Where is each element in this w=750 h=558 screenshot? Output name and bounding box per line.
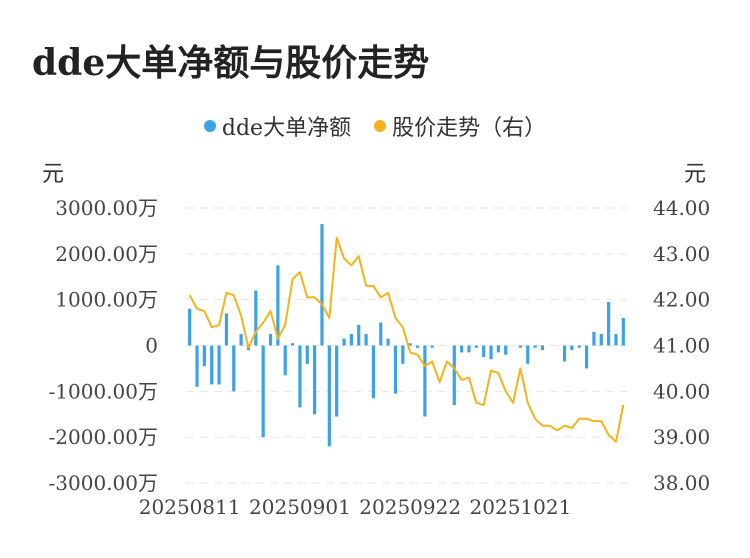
dde-bar xyxy=(577,345,581,348)
x-tick-label: 20250901 xyxy=(249,495,351,519)
dde-bar xyxy=(283,345,287,376)
dde-bar xyxy=(489,345,493,360)
left-tick-label: 3000.00万 xyxy=(55,196,158,220)
dde-bar xyxy=(504,345,508,355)
dde-bar xyxy=(430,345,434,348)
left-tick-label: -1000.00万 xyxy=(49,379,158,403)
dde-bar xyxy=(371,345,376,399)
dde-bar xyxy=(393,345,398,394)
dde-bar xyxy=(335,345,339,417)
dde-bar xyxy=(474,345,478,348)
dde-bar xyxy=(533,345,537,348)
dde-bar xyxy=(401,345,405,364)
dde-bar xyxy=(364,334,368,346)
dde-bar xyxy=(423,345,427,417)
dde-bar xyxy=(621,318,625,346)
right-tick-label: 43.00 xyxy=(653,242,710,266)
dde-bar xyxy=(290,343,295,346)
right-tick-label: 41.00 xyxy=(653,334,710,358)
legend-label-dde: dde大单净额 xyxy=(221,116,352,141)
dde-bar xyxy=(467,345,471,353)
dde-bar xyxy=(276,265,280,346)
x-tick-label: 20250811 xyxy=(139,495,241,519)
dde-bar xyxy=(210,345,214,385)
right-tick-label: 40.00 xyxy=(653,379,710,403)
dde-bar xyxy=(408,343,412,346)
dde-bar xyxy=(202,345,206,367)
left-tick-label: 2000.00万 xyxy=(55,242,158,266)
dde-bar xyxy=(386,338,390,346)
dde-bar xyxy=(357,324,361,346)
legend-label-price: 股价走势（右） xyxy=(392,116,547,141)
dde-bar xyxy=(268,334,273,346)
dde-bar xyxy=(379,322,383,346)
chart-title: dde大单净额与股价走势 xyxy=(32,42,430,84)
dde-bar xyxy=(526,345,530,364)
dde-bar xyxy=(496,345,500,353)
right-tick-label: 42.00 xyxy=(653,288,710,312)
dde-bar xyxy=(540,345,545,351)
dde-bar xyxy=(342,338,346,346)
dde-bar xyxy=(349,334,353,346)
legend-item-price[interactable]: 股价走势（右） xyxy=(374,110,546,142)
dde-bar xyxy=(305,345,309,364)
legend: dde大单净额 股价走势（右） xyxy=(0,110,750,142)
dde-bar xyxy=(592,331,596,346)
x-tick-label: 20251021 xyxy=(470,495,572,519)
x-tick-label: 20250922 xyxy=(359,495,461,519)
dde-bar xyxy=(239,334,243,346)
dde-bar xyxy=(614,334,618,346)
right-tick-label: 44.00 xyxy=(653,196,710,220)
dde-bar xyxy=(482,345,486,357)
left-tick-label: 0 xyxy=(145,334,158,358)
dde-bar xyxy=(217,345,221,385)
dde-bar xyxy=(518,345,523,348)
legend-item-dde[interactable]: dde大单净额 xyxy=(203,110,352,142)
left-tick-label: -2000.00万 xyxy=(49,425,158,449)
legend-dot-dde-icon xyxy=(203,120,216,132)
left-axis-unit: 元 xyxy=(42,162,65,187)
dde-bar xyxy=(313,345,317,415)
right-tick-label: 38.00 xyxy=(653,471,710,495)
right-tick-label: 39.00 xyxy=(653,425,710,449)
dde-bar xyxy=(415,345,420,348)
dde-bar xyxy=(607,301,611,346)
dde-bar xyxy=(232,345,236,392)
left-tick-label: -3000.00万 xyxy=(49,471,158,495)
dde-bar xyxy=(327,345,331,447)
dde-bar xyxy=(188,308,192,346)
dde-bar xyxy=(584,345,589,369)
legend-dot-price-icon xyxy=(374,120,387,132)
price-line xyxy=(188,236,625,443)
dde-bar xyxy=(562,345,567,362)
dde-bar xyxy=(195,345,199,387)
dde-bar xyxy=(254,290,258,346)
dde-bar xyxy=(224,313,229,346)
right-axis-unit: 元 xyxy=(684,162,707,187)
dde-bar xyxy=(452,345,456,406)
dde-bar xyxy=(599,334,603,346)
left-tick-label: 1000.00万 xyxy=(55,288,158,312)
dde-bar xyxy=(261,345,265,438)
dde-bar xyxy=(570,345,574,351)
dde-bar xyxy=(460,345,464,353)
dde-bar xyxy=(320,224,324,346)
dde-bar xyxy=(298,345,302,408)
